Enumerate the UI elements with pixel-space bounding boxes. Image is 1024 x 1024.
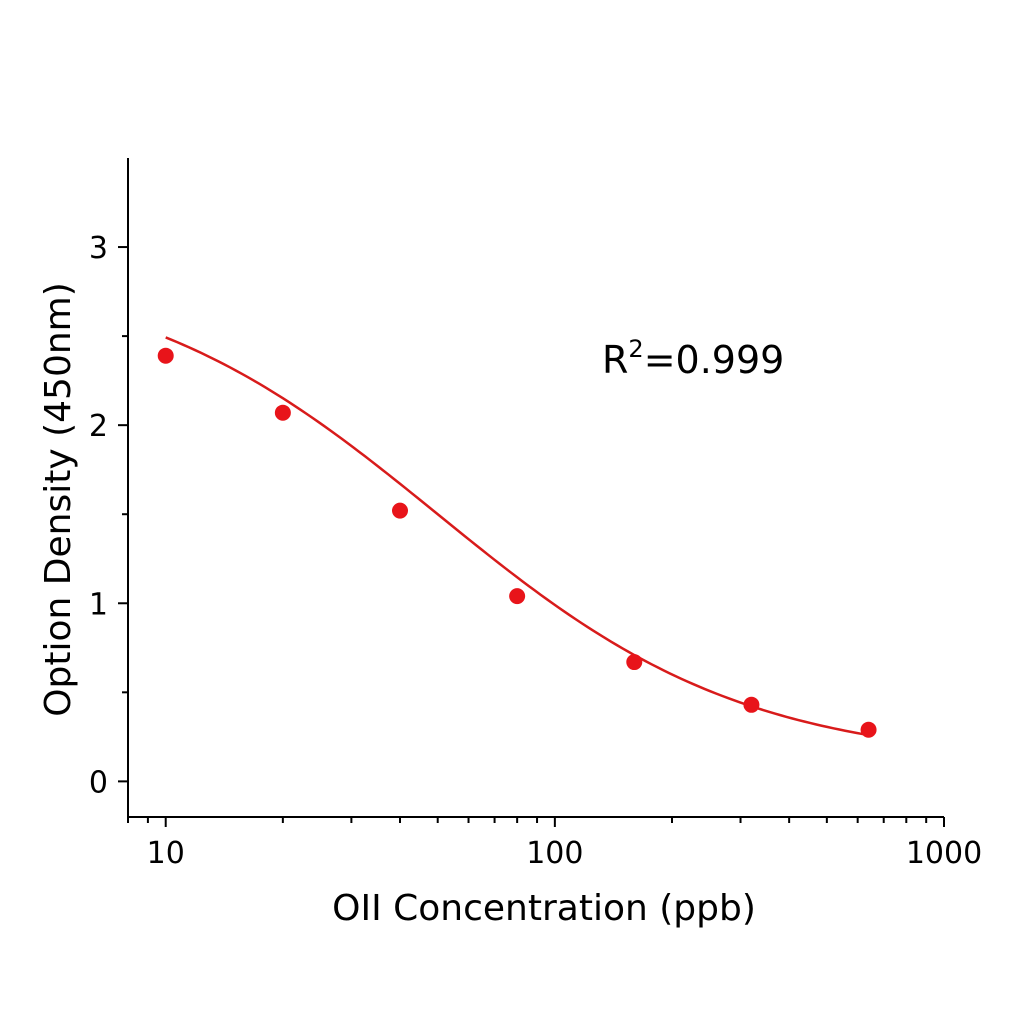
r-squared-base: R	[602, 338, 628, 382]
y-tick-label: 3	[89, 231, 108, 266]
labels-layer: 0 1 2 3 10 100 1000 OII Concentration (ppb) Opti…	[38, 231, 982, 929]
data-point	[860, 721, 877, 738]
series-layer	[157, 336, 877, 738]
axes-layer	[118, 158, 945, 827]
x-tick-label: 10	[147, 836, 185, 871]
r-squared-annotation: R2=0.999	[602, 335, 784, 382]
r-squared-superscript: 2	[628, 335, 643, 363]
x-tick-label: 1000	[906, 836, 982, 871]
data-point	[743, 696, 760, 713]
y-tick-label: 0	[89, 765, 108, 800]
x-axis-title: OII Concentration (ppb)	[332, 888, 756, 929]
fit-curve	[165, 336, 869, 737]
x-tick-label: 100	[526, 836, 583, 871]
y-axis-title: Option Density (450nm)	[38, 282, 79, 717]
r-squared-value: =0.999	[644, 338, 785, 382]
data-point	[274, 404, 291, 421]
y-tick-label: 2	[89, 409, 108, 444]
data-point	[509, 588, 526, 605]
y-tick-label: 1	[89, 587, 108, 622]
data-point	[626, 654, 643, 671]
data-point	[392, 502, 408, 519]
data-point	[157, 347, 174, 364]
